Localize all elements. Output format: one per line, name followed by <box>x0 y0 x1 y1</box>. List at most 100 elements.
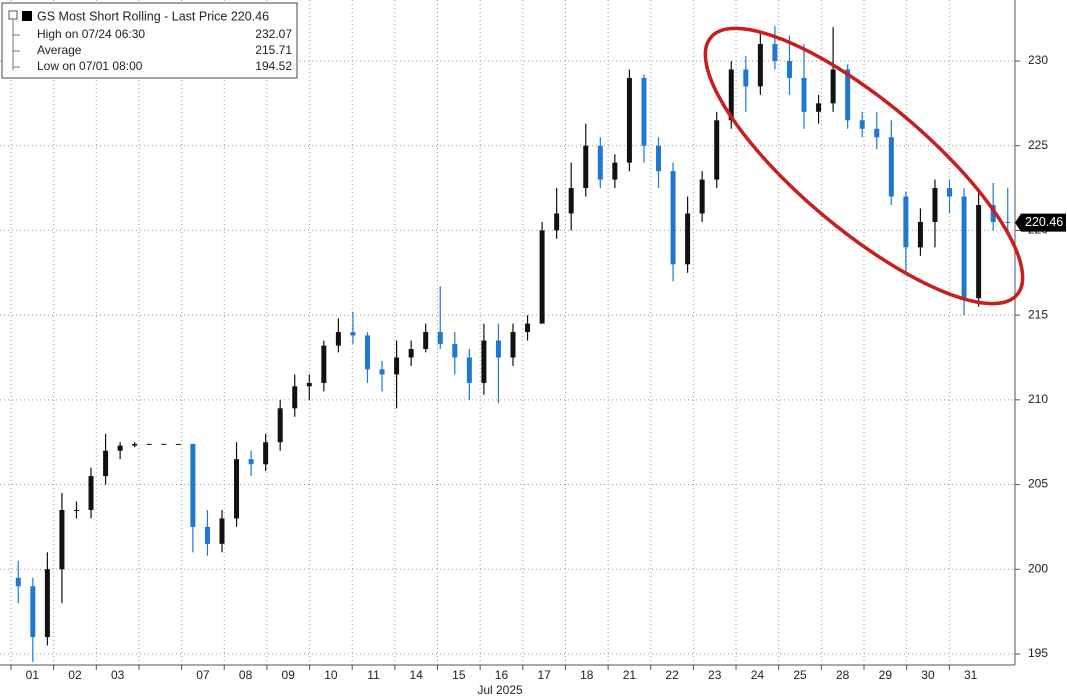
candle-body <box>175 443 181 445</box>
x-tick-label: 22 <box>665 668 679 682</box>
legend-label: Low on 07/01 08:00 <box>37 59 143 73</box>
candle-body <box>947 188 953 197</box>
candle-body <box>263 442 269 465</box>
candle-body <box>816 103 822 112</box>
legend-value: 194.52 <box>255 59 292 73</box>
y-tick-label: 210 <box>1028 392 1048 406</box>
candle-body <box>845 69 851 121</box>
candle-body <box>190 443 196 527</box>
candle-body <box>510 332 516 358</box>
candle-body <box>597 145 603 180</box>
x-tick-label: 21 <box>623 668 637 682</box>
candle-body <box>117 445 123 451</box>
candle-body <box>73 509 79 511</box>
candle-body <box>423 332 429 350</box>
candle-body <box>961 196 967 299</box>
candle-body <box>44 569 50 638</box>
x-tick-label: 29 <box>879 668 893 682</box>
x-tick-label: 16 <box>495 668 509 682</box>
x-tick-label: 30 <box>921 668 935 682</box>
x-tick-label: 02 <box>68 668 82 682</box>
x-tick-label: 23 <box>708 668 722 682</box>
x-tick-label: 24 <box>751 668 765 682</box>
legend-icon <box>8 10 18 20</box>
y-tick-label: 225 <box>1028 138 1048 152</box>
y-tick-label: 200 <box>1028 561 1048 575</box>
candle-body <box>728 69 734 121</box>
x-tick-label: 07 <box>196 668 210 682</box>
candle-body <box>903 196 909 248</box>
legend-box <box>1 2 298 79</box>
x-tick-label: 01 <box>26 668 40 682</box>
candle-body <box>146 443 152 445</box>
candle-body <box>699 179 705 214</box>
candle-body <box>888 137 894 197</box>
candle-body <box>670 171 676 265</box>
candle-body <box>103 450 109 477</box>
y-tick-label: 205 <box>1028 477 1048 491</box>
candle-body <box>801 77 807 112</box>
candle-body <box>481 340 487 383</box>
legend-label: Average <box>37 43 82 57</box>
candle-body <box>626 77 632 163</box>
candle-body <box>641 77 647 146</box>
candle-body <box>321 345 327 383</box>
candle-body <box>917 221 923 248</box>
y-tick-label: 195 <box>1028 646 1048 660</box>
candle-body <box>379 369 385 375</box>
legend-swatch <box>22 11 32 21</box>
candle-body <box>525 323 531 333</box>
candle-body <box>874 128 880 138</box>
candle-body <box>554 213 560 231</box>
candle-body <box>568 188 574 214</box>
candle-body <box>234 459 240 519</box>
candle-body <box>350 332 356 336</box>
legend-tree <box>12 20 20 70</box>
candle-body <box>976 205 982 299</box>
x-tick-label: 11 <box>367 668 380 682</box>
last-price-tag <box>1015 213 1066 232</box>
plot-area <box>0 0 1015 665</box>
x-tick-label: 03 <box>111 668 125 682</box>
legend-label: High on 07/24 06:30 <box>37 27 145 41</box>
candle-body <box>612 162 618 180</box>
candle-body <box>132 443 138 446</box>
candle-body <box>335 332 341 346</box>
candle-body <box>219 518 225 544</box>
candle-body <box>364 335 370 370</box>
last-price-label: 220.46 <box>1025 215 1063 229</box>
candle-body <box>772 44 778 61</box>
candle-body <box>466 357 472 383</box>
annotation-ellipse <box>703 26 1025 306</box>
candle-body <box>656 145 662 172</box>
candle-body <box>88 476 94 510</box>
candle-body <box>786 60 792 78</box>
candle-body <box>932 188 938 222</box>
candle-body <box>306 382 312 387</box>
candle-body <box>59 509 65 570</box>
candle-body <box>248 459 254 465</box>
y-tick-label: 230 <box>1028 53 1048 67</box>
candle-body <box>583 145 589 189</box>
legend-value: 215.71 <box>255 43 292 57</box>
x-tick-label: 31 <box>964 668 978 682</box>
candle-body <box>859 120 865 129</box>
y-tick-label: 215 <box>1028 307 1048 321</box>
candle-body <box>394 357 400 375</box>
x-tick-label: 17 <box>537 668 551 682</box>
candle-body <box>452 343 458 358</box>
legend-value: 232.07 <box>255 27 292 41</box>
candle-body <box>685 213 691 265</box>
candle-body <box>408 349 414 358</box>
candle-body <box>714 120 720 180</box>
x-tick-label: 14 <box>409 668 423 682</box>
candle-body <box>990 205 996 222</box>
candle-body <box>1005 221 1011 223</box>
x-tick-label: 10 <box>324 668 338 682</box>
x-tick-label: 25 <box>793 668 807 682</box>
candle-body <box>743 69 749 87</box>
x-tick-label: 09 <box>282 668 296 682</box>
candle-body <box>292 386 298 409</box>
